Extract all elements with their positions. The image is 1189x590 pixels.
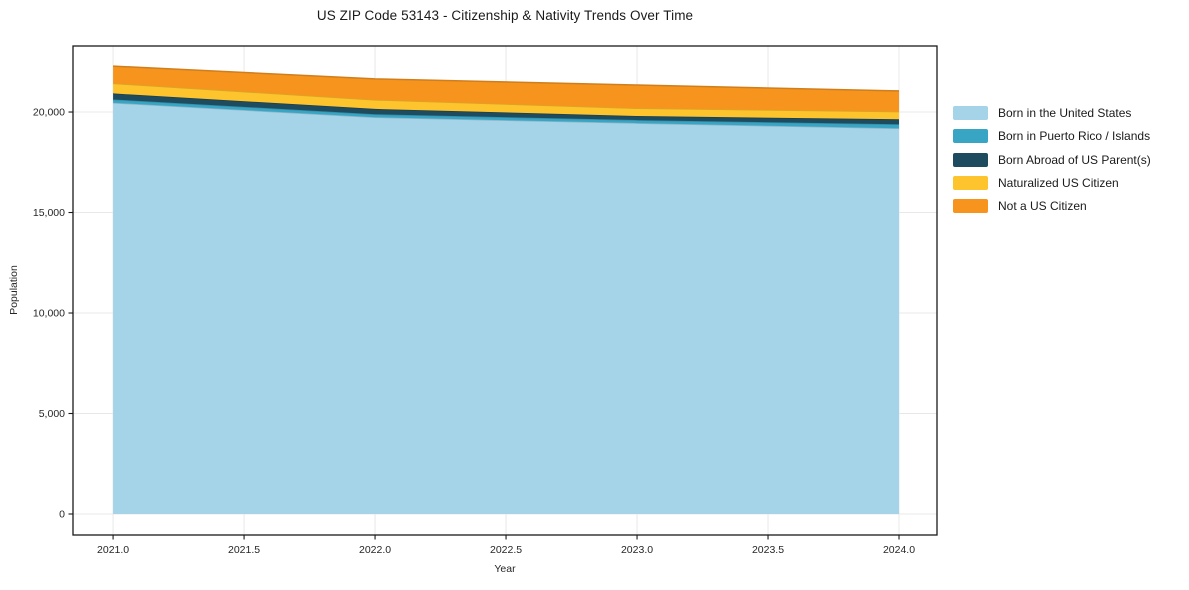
areas [113, 65, 900, 514]
ticks [68, 111, 900, 540]
legend-swatch-born-abroad-of-us-parent-s [953, 152, 988, 167]
legend-item-not-a-us-citizen: Not a US Citizen [953, 199, 1151, 214]
area-born-in-the-united-states [113, 102, 900, 514]
x-tick-label: 2022.0 [359, 544, 391, 556]
x-tick-label: 2023.5 [752, 544, 784, 556]
x-tick-label: 2021.5 [228, 544, 260, 556]
x-tick-label: 2021.0 [97, 544, 129, 556]
legend: Born in the United States Born in Puerto … [953, 106, 1151, 222]
y-tick-label: 10,000 [33, 308, 65, 320]
y-tick-label: 15,000 [33, 207, 65, 219]
x-axis-label: Year [494, 563, 516, 575]
y-tick-label: 5,000 [39, 408, 65, 420]
x-tick-label: 2024.0 [883, 544, 915, 556]
legend-item-born-in-puerto-rico-islands: Born in Puerto Rico / Islands [953, 129, 1151, 144]
legend-swatch-born-in-the-united-states [953, 106, 988, 120]
plot-box [72, 45, 938, 536]
legend-label: Naturalized US Citizen [998, 175, 1119, 190]
legend-label: Born in the United States [998, 106, 1132, 120]
legend-label: Born in Puerto Rico / Islands [998, 129, 1151, 144]
x-tick-label: 2023.0 [621, 544, 653, 556]
legend-item-born-abroad-of-us-parent-s: Born Abroad of US Parent(s) [953, 152, 1151, 167]
area-born-in-puerto-rico-islands [113, 99, 900, 129]
y-tick-label: 20,000 [33, 107, 65, 119]
y-tick-label: 0 [59, 508, 65, 520]
area-born-abroad-of-us-parent-s [113, 93, 900, 125]
area-edge-not-a-us-citizen [113, 65, 900, 92]
legend-swatch-not-a-us-citizen [953, 199, 988, 214]
legend-item-naturalized-us-citizen: Naturalized US Citizen [953, 175, 1151, 190]
legend-swatch-naturalized-us-citizen [953, 175, 988, 190]
legend-label: Not a US Citizen [998, 199, 1087, 214]
area-naturalized-us-citizen [113, 83, 900, 120]
legend-swatch-born-in-puerto-rico-islands [953, 129, 988, 144]
area-not-a-us-citizen [113, 66, 900, 112]
legend-item-born-in-the-united-states: Born in the United States [953, 106, 1151, 120]
chart-title: US ZIP Code 53143 - Citizenship & Nativi… [316, 8, 694, 23]
legend-label: Born Abroad of US Parent(s) [998, 152, 1151, 167]
tick-labels: 2021.0 2021.5 2022.0 2022.5 2023.0 2023.5 2024… [33, 107, 915, 556]
x-tick-label: 2022.5 [490, 544, 522, 556]
